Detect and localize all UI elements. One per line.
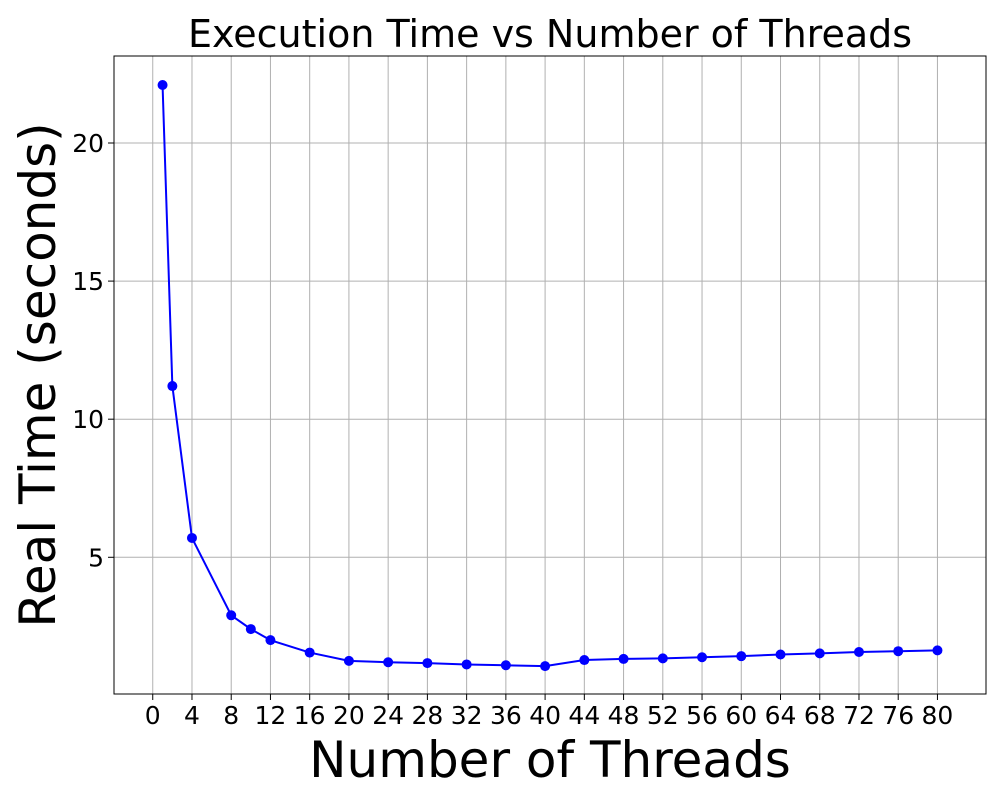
data-point <box>226 610 237 621</box>
x-tick-label: 16 <box>294 701 326 730</box>
x-tick-label: 8 <box>223 701 239 730</box>
data-point <box>579 655 590 666</box>
data-point <box>343 655 354 666</box>
x-tick-label: 68 <box>804 701 836 730</box>
x-tick-label: 60 <box>725 701 757 730</box>
x-tick-label: 52 <box>647 701 679 730</box>
data-point <box>245 624 256 635</box>
data-point <box>736 651 747 662</box>
data-point <box>500 660 511 671</box>
x-tick-label: 44 <box>568 701 600 730</box>
y-tick-label: 15 <box>72 267 104 296</box>
data-point <box>657 653 668 664</box>
x-tick-label: 72 <box>843 701 875 730</box>
chart-title: Execution Time vs Number of Threads <box>188 12 912 56</box>
data-point <box>157 80 168 90</box>
data-point <box>618 653 629 664</box>
x-tick-label: 48 <box>608 701 640 730</box>
y-tick-label: 20 <box>72 129 104 158</box>
data-point <box>932 645 943 656</box>
plot-frame <box>113 55 987 695</box>
series-group <box>157 80 943 672</box>
x-tick-label: 32 <box>451 701 483 730</box>
x-axis-label: Number of Threads <box>309 731 791 789</box>
x-tick-label: 28 <box>411 701 443 730</box>
y-tick-label: 5 <box>88 543 104 572</box>
x-tick-label: 24 <box>372 701 404 730</box>
data-point <box>893 646 904 657</box>
x-tick-label: 20 <box>333 701 365 730</box>
x-tick-label: 64 <box>765 701 797 730</box>
x-tick-label: 56 <box>686 701 718 730</box>
data-point <box>304 647 315 658</box>
x-tick-label: 12 <box>255 701 287 730</box>
data-point <box>265 635 276 646</box>
y-axis-label: Real Time (seconds) <box>9 122 67 627</box>
data-point <box>775 649 786 660</box>
data-point <box>697 652 708 663</box>
data-point <box>167 381 178 392</box>
data-point <box>422 658 433 669</box>
x-tick-label: 40 <box>529 701 561 730</box>
series-line-0 <box>161 84 938 668</box>
tick-labels: 0 4 8 12 16 20 24 28 32 36 40 44 48 52 56 60 64 68 72 76 805… <box>72 129 953 730</box>
x-tick-label: 4 <box>184 701 200 730</box>
data-point <box>461 659 472 670</box>
x-tick-label: 76 <box>882 701 914 730</box>
data-point <box>853 647 864 658</box>
x-tick-label: 36 <box>490 701 522 730</box>
data-point <box>383 657 394 668</box>
y-tick-label: 10 <box>72 405 104 434</box>
grid <box>114 56 986 694</box>
data-point <box>186 532 197 543</box>
x-tick-label: 80 <box>922 701 954 730</box>
data-point <box>814 648 825 659</box>
data-point <box>540 661 551 672</box>
x-tick-label: 0 <box>145 701 161 730</box>
